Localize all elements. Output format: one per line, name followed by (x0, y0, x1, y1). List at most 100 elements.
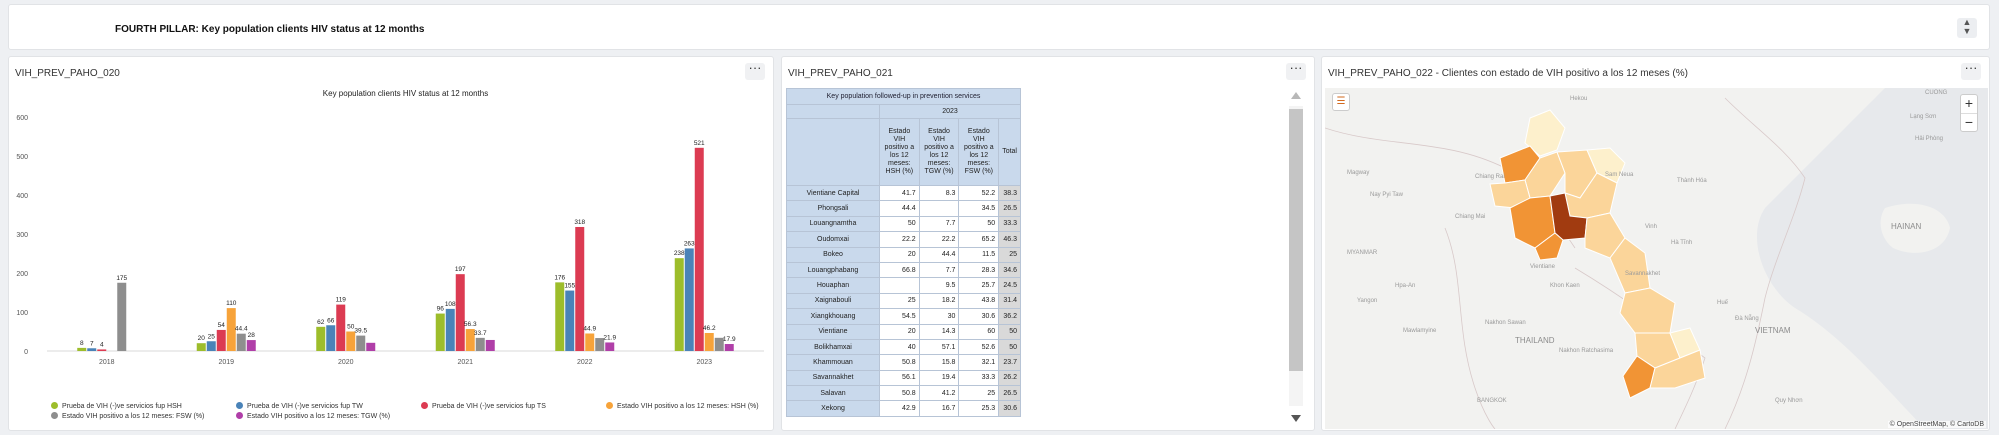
bar[interactable] (236, 333, 246, 351)
bar[interactable] (356, 335, 366, 351)
table-column-header[interactable]: Estado VIH positivo a los 12 meses: FSW … (958, 118, 1000, 186)
bar[interactable] (117, 282, 127, 351)
table-cell: 26.5 (998, 200, 1021, 217)
pivot-table: Key population followed-up in prevention… (786, 88, 1021, 417)
bar[interactable] (585, 333, 595, 351)
bar[interactable] (465, 329, 475, 351)
table-column-header[interactable]: Total (998, 118, 1021, 186)
legend-item[interactable]: Estado VIH positivo a los 12 meses: TGW … (236, 412, 390, 420)
bar[interactable] (485, 339, 495, 351)
choropleth-map[interactable]: CUONG Lạng Sơn Hải Phòng Magway Nay Pyi … (1325, 88, 1988, 429)
scroll-down-icon[interactable] (1291, 415, 1301, 422)
legend-swatch (236, 412, 243, 419)
collapse-button[interactable]: ▲ ▼ (1957, 18, 1977, 38)
chevron-down-icon: ▼ (1962, 26, 1972, 36)
province-champasak (1622, 355, 1656, 399)
table-cell: 50 (879, 215, 920, 233)
table-cell: 44.4 (879, 200, 920, 217)
bar[interactable] (77, 347, 87, 351)
table-row: Oudomxai 22.2 22.2 65.2 46.3 (786, 231, 1021, 248)
map-label: Thành Hóa (1677, 178, 1707, 184)
bar[interactable] (366, 342, 376, 351)
panel-menu-button[interactable]: ··· (1961, 61, 1981, 80)
bar[interactable] (326, 325, 336, 351)
data-label: 155 (564, 283, 575, 290)
table-cell: 36.2 (998, 308, 1021, 325)
data-label: 33.7 (474, 330, 487, 337)
map-label: Magway (1347, 170, 1370, 176)
bar[interactable] (445, 308, 455, 351)
map-panel: VIH_PREV_PAHO_022 - Clientes con estado … (1321, 56, 1990, 431)
bar[interactable] (336, 304, 346, 351)
map-label: Chiang Rai (1475, 174, 1505, 180)
bar[interactable] (595, 338, 605, 351)
bar[interactable] (346, 331, 356, 352)
table-cell: 56.1 (879, 369, 920, 387)
panel-title: VIH_PREV_PAHO_022 - Clientes con estado … (1328, 68, 1688, 79)
bar[interactable] (555, 282, 565, 351)
bar[interactable] (196, 343, 206, 351)
table-corner (786, 104, 880, 119)
legend-label: Estado VIH positivo a los 12 meses: HSH … (617, 403, 759, 410)
pivot-table-container: Key population followed-up in prevention… (786, 88, 1021, 428)
table-cell: 25.3 (958, 400, 1000, 417)
legend-item[interactable]: Estado VIH positivo a los 12 meses: FSW … (51, 412, 204, 420)
table-column-header[interactable]: Estado VIH positivo a los 12 meses: HSH … (879, 118, 920, 186)
bar[interactable] (206, 341, 216, 351)
bar[interactable] (684, 248, 694, 351)
legend-item[interactable]: Prueba de VIH (-)ve servicios fup TS (421, 402, 546, 410)
bar[interactable] (316, 326, 326, 351)
row-header: Khammouan (786, 354, 880, 371)
table-caption: Key population followed-up in prevention… (786, 88, 1021, 105)
bar[interactable] (475, 337, 485, 351)
table-cell: 16.7 (918, 400, 960, 417)
row-header: Xekong (786, 400, 880, 417)
panel-menu-button[interactable]: ··· (1286, 60, 1306, 80)
bar[interactable] (724, 344, 734, 351)
table-row: Vientiane Capital 41.7 8.3 52.2 38.3 (786, 184, 1021, 202)
row-header: Bolikhamxai (786, 338, 880, 356)
layers-button[interactable]: ☰ (1332, 93, 1350, 111)
scroll-up-icon[interactable] (1291, 92, 1301, 99)
bar[interactable] (87, 348, 97, 351)
bar[interactable] (674, 258, 684, 351)
map-canvas[interactable] (1325, 88, 1988, 429)
data-label: 54 (218, 322, 226, 329)
map-attribution[interactable]: © OpenStreetMap, © CartoDB (1887, 421, 1986, 428)
table-cell: 18.2 (918, 292, 960, 310)
bar[interactable] (694, 147, 704, 351)
bar[interactable] (455, 274, 465, 351)
zoom-out-button[interactable]: − (1961, 113, 1977, 131)
row-header: Louangphabang (786, 261, 880, 279)
bar[interactable] (216, 329, 226, 351)
province-savannakhet (1619, 287, 1676, 334)
panel-menu-button[interactable]: ··· (745, 61, 765, 80)
legend-item[interactable]: Prueba de VIH (-)ve servicios fup HSH (51, 402, 182, 410)
data-label: 39.5 (354, 328, 367, 335)
bar[interactable] (565, 290, 575, 351)
chevron-up-icon: ▲ (1962, 17, 1972, 27)
data-label: 25 (208, 333, 216, 340)
bar[interactable] (226, 308, 236, 351)
table-row: Vientiane 20 14.3 60 50 (786, 323, 1021, 340)
table-cell: 7.7 (918, 215, 960, 233)
country-borders (1325, 97, 1806, 429)
legend-swatch (51, 402, 58, 409)
bar[interactable] (435, 313, 445, 351)
bar[interactable] (714, 337, 724, 351)
zoom-in-button[interactable]: + (1964, 95, 1974, 111)
bar[interactable] (97, 349, 107, 351)
bar[interactable] (575, 226, 585, 351)
legend-item[interactable]: Estado VIH positivo a los 12 meses: HSH … (606, 402, 759, 410)
table-cell (918, 200, 960, 217)
legend-item[interactable]: Prueba de VIH (-)ve servicios fup TW (236, 402, 363, 410)
map-label: Mawlamyine (1403, 328, 1437, 334)
bar[interactable] (246, 340, 256, 351)
more-dots-icon: ··· (1289, 60, 1303, 75)
bar[interactable] (605, 342, 615, 351)
table-column-header[interactable]: Estado VIH positivo a los 12 meses: TGW … (918, 118, 960, 186)
table-cell: 26.5 (998, 385, 1021, 402)
scroll-thumb[interactable] (1289, 109, 1303, 371)
bar[interactable] (704, 332, 714, 351)
table-scrollbar[interactable] (1287, 88, 1305, 428)
